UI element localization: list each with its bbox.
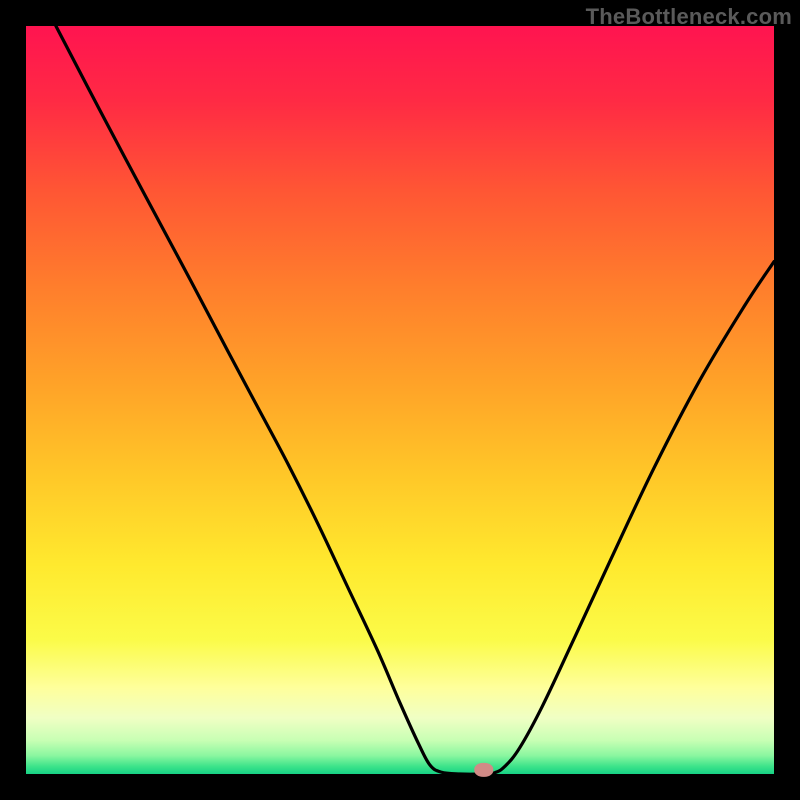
curve-layer <box>26 26 774 774</box>
bottleneck-curve <box>56 26 774 774</box>
watermark-text: TheBottleneck.com <box>586 4 792 30</box>
plot-area <box>26 26 774 774</box>
optimal-point-marker <box>474 763 493 777</box>
